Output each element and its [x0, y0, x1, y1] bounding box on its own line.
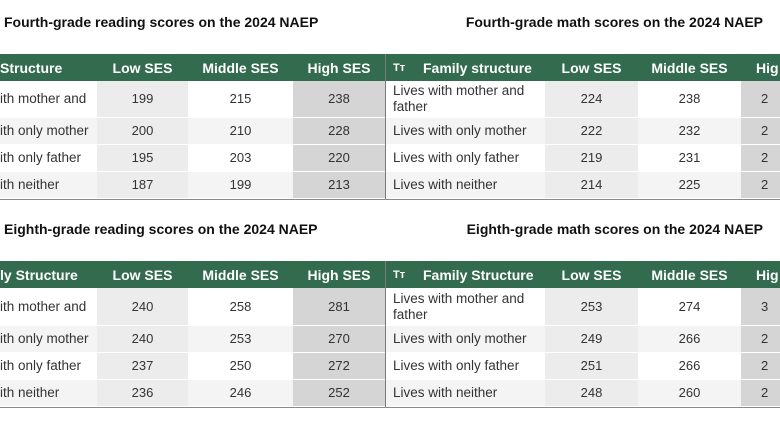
row-label: Lives with only mother	[385, 118, 545, 145]
row-label: ith mother and	[0, 288, 97, 326]
score-cell: 253	[545, 288, 638, 326]
score-cell: 266	[638, 326, 741, 353]
score-cell: 187	[97, 172, 188, 199]
table-bottom-border	[385, 199, 780, 200]
header-icon: Tт	[393, 54, 417, 81]
column-header: Middle SES	[188, 261, 293, 288]
score-cell: 246	[188, 380, 293, 407]
score-cell: 3	[741, 288, 780, 326]
score-cell: 2	[741, 172, 780, 199]
score-cell: 240	[97, 288, 188, 326]
score-cell: 274	[638, 288, 741, 326]
score-cell: 260	[638, 380, 741, 407]
row-label: ith only father	[0, 353, 97, 380]
row-label: ith neither	[0, 172, 97, 199]
score-cell: 222	[545, 118, 638, 145]
score-cell: 220	[293, 145, 385, 172]
table-title: Fourth-grade reading scores on the 2024 …	[4, 14, 319, 30]
table-bottom-border	[385, 407, 780, 408]
score-cell: 2	[741, 353, 780, 380]
score-cell: 249	[545, 326, 638, 353]
column-header: High SES	[293, 261, 385, 288]
score-cell: 2	[741, 326, 780, 353]
score-cell: 225	[638, 172, 741, 199]
row-label: Lives with mother and father	[385, 81, 545, 118]
row-label: Lives with neither	[385, 380, 545, 407]
score-cell: 240	[97, 326, 188, 353]
column-header: Hig	[741, 261, 780, 288]
column-header: Middle SES	[638, 54, 741, 81]
score-cell: 272	[293, 353, 385, 380]
column-header: Low SES	[97, 54, 188, 81]
row-label: Lives with only mother	[385, 326, 545, 353]
score-cell: 219	[545, 145, 638, 172]
column-header: Structure	[0, 54, 97, 81]
row-label: ith only mother	[0, 326, 97, 353]
row-label: ith mother and	[0, 81, 97, 118]
column-header: ly Structure	[0, 261, 97, 288]
score-cell: 215	[188, 81, 293, 118]
table-title: Eighth-grade reading scores on the 2024 …	[4, 221, 318, 237]
score-cell: 2	[741, 145, 780, 172]
table-bottom-border	[0, 407, 385, 408]
score-cell: 258	[188, 288, 293, 326]
score-cell: 232	[638, 118, 741, 145]
table-title: Fourth-grade math scores on the 2024 NAE…	[465, 14, 763, 30]
score-cell: 2	[741, 81, 780, 118]
score-cell: 231	[638, 145, 741, 172]
score-cell: 270	[293, 326, 385, 353]
table-title: Eighth-grade math scores on the 2024 NAE…	[466, 221, 763, 237]
table-bottom-border	[0, 199, 385, 200]
table-divider	[385, 54, 386, 199]
score-cell: 2	[741, 118, 780, 145]
score-cell: 253	[188, 326, 293, 353]
score-cell: 200	[97, 118, 188, 145]
column-header: Middle SES	[638, 261, 741, 288]
column-header: Middle SES	[188, 54, 293, 81]
score-cell: 228	[293, 118, 385, 145]
column-header: Low SES	[97, 261, 188, 288]
row-label: ith neither	[0, 380, 97, 407]
score-cell: 252	[293, 380, 385, 407]
score-cell: 238	[293, 81, 385, 118]
table-divider	[385, 261, 386, 407]
score-cell: 236	[97, 380, 188, 407]
row-label: Lives with only father	[385, 353, 545, 380]
score-cell: 251	[545, 353, 638, 380]
header-icon: Tт	[393, 261, 417, 288]
row-label: ith only mother	[0, 118, 97, 145]
score-cell: 238	[638, 81, 741, 118]
score-cell: 237	[97, 353, 188, 380]
column-header: Hig	[741, 54, 780, 81]
score-cell: 199	[188, 172, 293, 199]
score-cell: 281	[293, 288, 385, 326]
row-label: Lives with neither	[385, 172, 545, 199]
score-cell: 266	[638, 353, 741, 380]
score-cell: 250	[188, 353, 293, 380]
column-header: High SES	[293, 54, 385, 81]
score-cell: 224	[545, 81, 638, 118]
column-header: Low SES	[545, 54, 638, 81]
row-label: ith only father	[0, 145, 97, 172]
score-cell: 199	[97, 81, 188, 118]
score-cell: 213	[293, 172, 385, 199]
row-label: Lives with mother and father	[385, 288, 545, 326]
score-cell: 248	[545, 380, 638, 407]
score-cell: 214	[545, 172, 638, 199]
score-cell: 2	[741, 380, 780, 407]
score-cell: 210	[188, 118, 293, 145]
score-cell: 195	[97, 145, 188, 172]
row-label: Lives with only father	[385, 145, 545, 172]
score-cell: 203	[188, 145, 293, 172]
column-header: Low SES	[545, 261, 638, 288]
